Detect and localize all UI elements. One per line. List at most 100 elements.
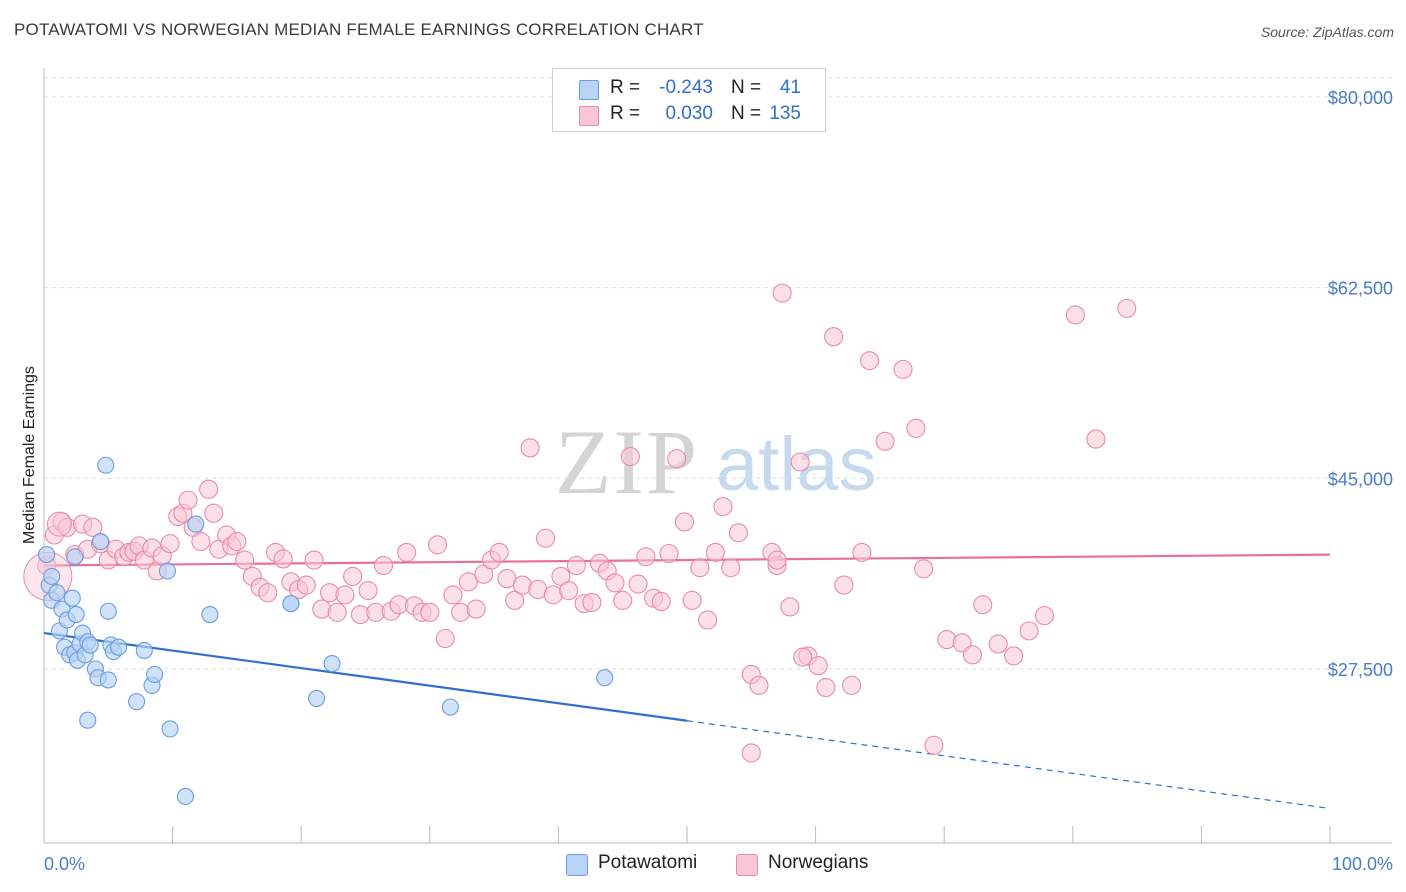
y-axis-label: Median Female Earnings xyxy=(21,366,38,544)
norwegians-point xyxy=(834,575,854,595)
norwegians-point xyxy=(924,735,944,755)
potawatomi-point xyxy=(99,671,117,689)
norwegians-point xyxy=(793,647,813,667)
norwegians-point xyxy=(667,449,687,469)
x-tick-labels: 0.0% 100.0% xyxy=(44,854,1393,874)
norwegians-point xyxy=(1034,606,1055,626)
norwegians-point xyxy=(427,535,448,555)
norwegians-point xyxy=(397,542,417,562)
r-value: -0.243 xyxy=(659,77,713,98)
potawatomi-point xyxy=(187,515,205,533)
norwegians-point xyxy=(620,446,640,467)
source-label: Source: ZipAtlas.com xyxy=(1260,24,1394,40)
potawatomi-point xyxy=(43,567,61,585)
potawatomi-point xyxy=(176,787,195,806)
norwegians-point xyxy=(674,512,694,532)
norwegians-point xyxy=(451,602,471,622)
x-tick-label: 100.0% xyxy=(1332,854,1393,874)
norwegians-point xyxy=(698,610,718,630)
norwegians-point xyxy=(343,566,363,586)
potawatomi-trend-extension xyxy=(686,720,1331,810)
norwegians-swatch xyxy=(579,106,599,126)
chart-title: POTAWATOMI VS NORWEGIAN MEDIAN FEMALE EA… xyxy=(14,20,704,39)
norwegians-point xyxy=(204,503,224,523)
axes xyxy=(43,68,1392,844)
norwegians-point xyxy=(682,590,702,610)
norwegians-point xyxy=(906,418,926,438)
norwegians-point xyxy=(808,656,828,676)
potawatomi-swatch xyxy=(579,80,599,100)
norwegians-point xyxy=(767,550,787,570)
potawatomi-point xyxy=(146,665,164,683)
legend-row-potawatomi: R = -0.243 N = 41 xyxy=(553,76,825,102)
norwegians-point xyxy=(199,479,219,499)
potawatomi-point xyxy=(135,641,153,660)
norwegians-point xyxy=(559,581,579,601)
norwegians-point xyxy=(1086,429,1106,449)
norwegians-point xyxy=(780,597,800,617)
norwegians-point xyxy=(358,581,378,601)
norwegians-point xyxy=(914,559,934,579)
norwegians-point xyxy=(327,602,347,622)
norwegians-point xyxy=(373,555,394,576)
norwegians-point xyxy=(772,283,792,303)
norwegians-point xyxy=(690,558,710,578)
norwegians-point xyxy=(1004,646,1024,666)
potawatomi-point xyxy=(66,548,84,566)
norwegians-point xyxy=(705,542,725,562)
potawatomi-point xyxy=(99,602,117,620)
r-label: R = xyxy=(610,77,641,98)
norwegians-point xyxy=(304,550,324,570)
norwegians-point-large xyxy=(46,511,72,537)
norwegians-point xyxy=(636,547,656,567)
norwegians-point xyxy=(489,542,509,562)
r-label: R = xyxy=(610,103,641,124)
potawatomi-point xyxy=(81,636,99,654)
legend-label-potawatomi: Potawatomi xyxy=(598,852,698,873)
n-value: 41 xyxy=(779,77,801,98)
norwegians-point xyxy=(852,542,872,562)
norwegians-point xyxy=(842,675,862,695)
potawatomi-point xyxy=(38,546,56,564)
norwegians-point xyxy=(312,599,332,619)
norwegians-point xyxy=(435,628,455,649)
potawatomi-point xyxy=(201,605,219,624)
potawatomi-point xyxy=(128,693,146,711)
norwegians-point xyxy=(1065,305,1085,325)
norwegians-point xyxy=(466,599,486,619)
watermark: ZIP atlas xyxy=(555,411,877,513)
potawatomi-legend-swatch xyxy=(566,854,588,876)
norwegians-point xyxy=(505,590,525,610)
norwegians-point xyxy=(296,575,316,595)
norwegians-point xyxy=(988,634,1008,654)
norwegians-point xyxy=(728,523,748,543)
norwegians-point xyxy=(721,558,741,578)
norwegians-point xyxy=(659,543,679,564)
norwegians-point xyxy=(582,592,602,613)
norwegians-point xyxy=(443,585,463,605)
norwegians-point xyxy=(893,359,913,379)
norwegians-point xyxy=(973,595,993,615)
y-tick-label: $45,000 xyxy=(1328,469,1393,489)
norwegians-point xyxy=(790,452,810,472)
potawatomi-point xyxy=(282,595,300,613)
potawatomi-point xyxy=(48,584,66,602)
norwegians-point xyxy=(160,534,180,554)
norwegians-point xyxy=(520,438,540,458)
n-value: 135 xyxy=(769,103,801,124)
norwegians-point xyxy=(566,555,586,576)
norwegians-point xyxy=(816,677,836,698)
norwegians-point xyxy=(860,351,880,371)
legend-label-norwegians: Norwegians xyxy=(768,852,869,873)
norwegians-point xyxy=(875,431,895,451)
potawatomi-point xyxy=(323,655,341,673)
norwegians-trend-line xyxy=(43,553,1331,567)
potawatomi-point xyxy=(161,720,179,738)
norwegians-point xyxy=(749,675,769,695)
potawatomi-point xyxy=(441,698,459,716)
y-tick-labels: $80,000 $62,500 $45,000 $27,500 xyxy=(1328,88,1393,680)
norwegians-point xyxy=(824,327,844,347)
y-tick-label: $62,500 xyxy=(1328,279,1393,299)
norwegians-point xyxy=(420,602,440,622)
y-tick-label: $27,500 xyxy=(1328,660,1393,680)
